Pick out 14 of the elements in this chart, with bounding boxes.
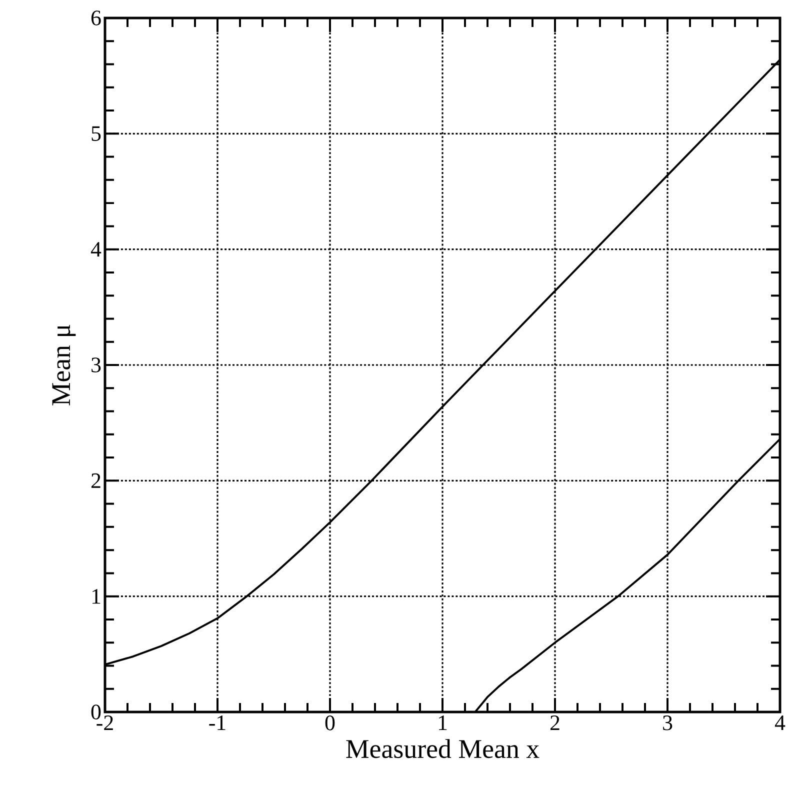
- y-axis-title: Mean μ: [52, 324, 76, 406]
- y-tick-label: 5: [92, 126, 101, 141]
- y-tick-label: 2: [91, 473, 100, 488]
- x-axis-title: Measured Mean x: [346, 739, 540, 758]
- y-tick-label: 4: [90, 242, 102, 257]
- x-tick-label: 3: [663, 716, 672, 730]
- x-tick-label: -1: [209, 716, 226, 730]
- y-tick-label: 1: [92, 589, 100, 604]
- x-tick-label: 4: [774, 716, 786, 730]
- y-tick-label: 6: [91, 10, 101, 26]
- x-tick-label: 0: [325, 716, 335, 730]
- x-tick-label: 1: [438, 716, 447, 730]
- x-tick-label: 2: [550, 716, 560, 730]
- y-tick-label: 3: [92, 358, 101, 372]
